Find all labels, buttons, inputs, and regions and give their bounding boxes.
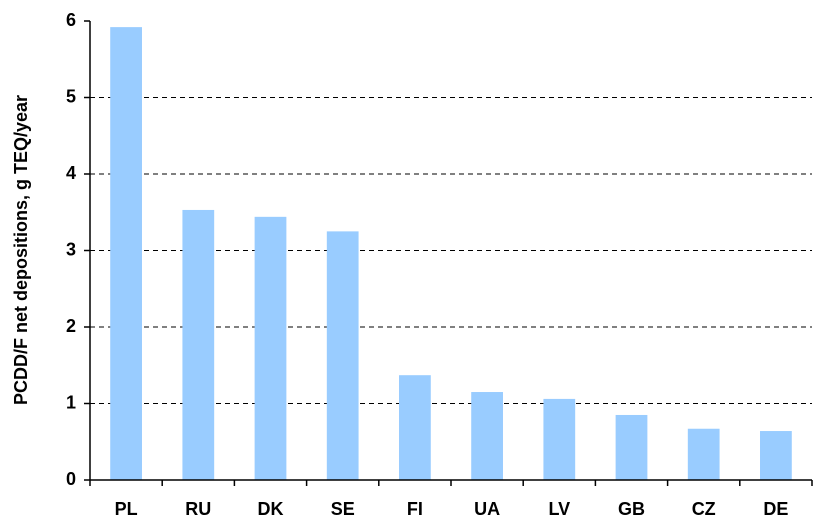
x-tick-label: DK <box>258 499 284 519</box>
x-tick-label: FI <box>407 499 423 519</box>
x-tick-label: GB <box>618 499 645 519</box>
bar <box>399 375 431 480</box>
y-tick-label: 5 <box>66 86 76 106</box>
x-tick-label: LV <box>548 499 570 519</box>
bar <box>110 27 142 481</box>
bar <box>615 414 648 480</box>
bar <box>471 392 503 480</box>
y-tick-label: 1 <box>66 392 76 412</box>
x-tick-label: RU <box>185 499 211 519</box>
y-tick-label: 4 <box>66 163 76 183</box>
bar <box>543 398 576 480</box>
x-tick-label: DE <box>763 499 788 519</box>
bar <box>326 231 359 480</box>
bar <box>182 209 215 480</box>
y-tick-label: 0 <box>66 469 76 489</box>
x-tick-label: PL <box>115 499 138 519</box>
x-tick-label: CZ <box>692 499 716 519</box>
bar <box>687 428 720 480</box>
y-tick-label: 3 <box>66 239 76 259</box>
y-axis-label: PCDD/F net depositions, g TEQ/year <box>11 95 31 405</box>
bar <box>254 216 287 480</box>
x-tick-label: SE <box>331 499 355 519</box>
y-tick-label: 6 <box>66 10 76 30</box>
bar <box>760 431 792 480</box>
y-tick-label: 2 <box>66 316 76 336</box>
x-tick-label: UA <box>474 499 500 519</box>
